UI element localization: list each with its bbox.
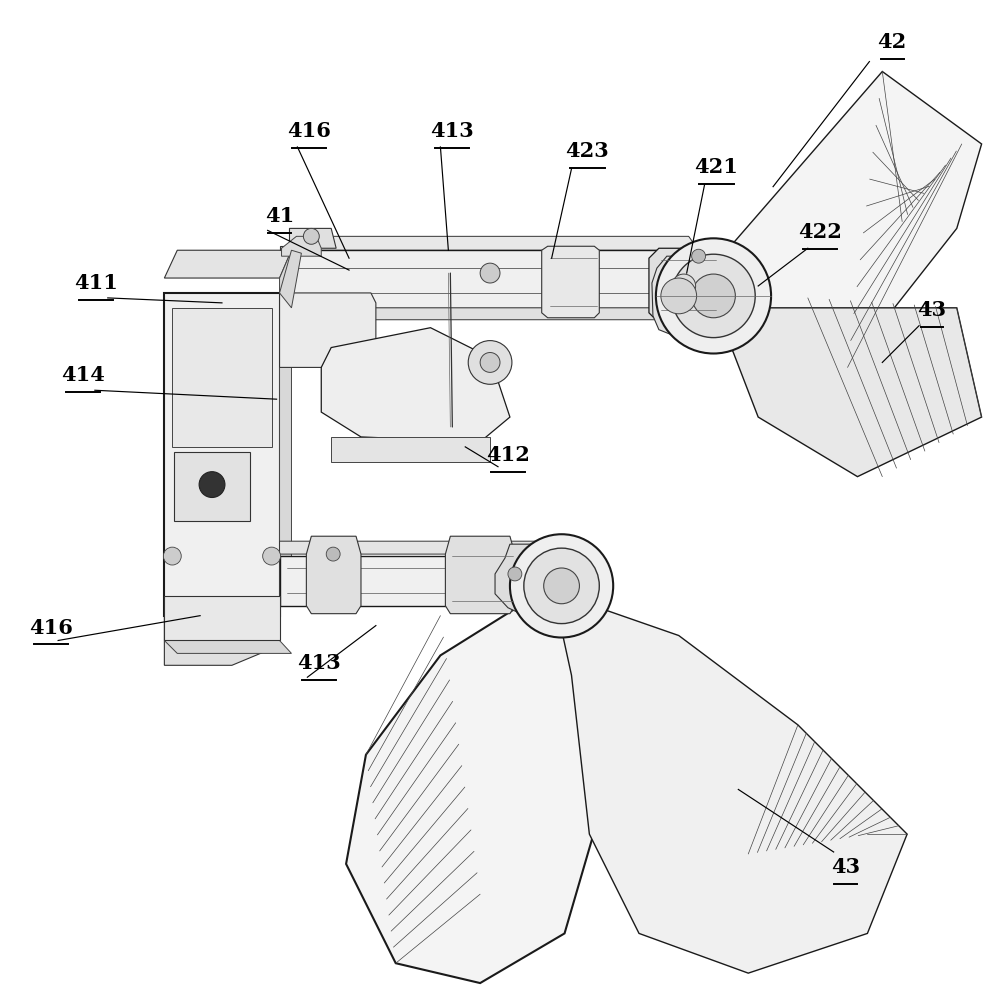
Circle shape — [163, 547, 181, 565]
Polygon shape — [164, 640, 291, 653]
Circle shape — [656, 238, 771, 354]
Polygon shape — [280, 556, 560, 606]
Polygon shape — [164, 293, 280, 616]
Polygon shape — [699, 71, 982, 367]
Circle shape — [672, 254, 755, 338]
Polygon shape — [280, 541, 568, 554]
Polygon shape — [445, 536, 515, 614]
Polygon shape — [306, 536, 361, 614]
Circle shape — [199, 472, 225, 497]
Text: 416: 416 — [29, 618, 73, 638]
Polygon shape — [649, 248, 718, 323]
Polygon shape — [280, 308, 699, 320]
Polygon shape — [174, 452, 250, 521]
Circle shape — [510, 534, 613, 638]
Text: 411: 411 — [74, 273, 118, 293]
Polygon shape — [282, 236, 321, 256]
Circle shape — [692, 274, 735, 318]
Polygon shape — [172, 308, 272, 447]
Circle shape — [468, 341, 512, 384]
Polygon shape — [164, 250, 291, 278]
Polygon shape — [280, 250, 291, 596]
Circle shape — [661, 278, 697, 314]
Circle shape — [326, 547, 340, 561]
Polygon shape — [280, 250, 301, 308]
Text: 416: 416 — [287, 121, 331, 141]
Polygon shape — [280, 250, 689, 308]
Circle shape — [263, 547, 281, 565]
Polygon shape — [652, 256, 705, 338]
Circle shape — [508, 567, 522, 581]
Polygon shape — [321, 328, 510, 442]
Circle shape — [692, 249, 706, 263]
Text: 421: 421 — [695, 157, 738, 177]
Polygon shape — [331, 437, 490, 462]
Text: 422: 422 — [798, 222, 842, 242]
Text: 42: 42 — [878, 32, 907, 52]
Circle shape — [544, 568, 579, 604]
Polygon shape — [164, 596, 280, 640]
Circle shape — [303, 228, 319, 244]
Circle shape — [524, 548, 599, 624]
Text: 412: 412 — [486, 445, 530, 465]
Polygon shape — [280, 246, 319, 250]
Polygon shape — [291, 236, 699, 250]
Text: 413: 413 — [297, 653, 341, 673]
Polygon shape — [713, 308, 982, 477]
Text: 41: 41 — [265, 207, 294, 226]
Text: 423: 423 — [566, 141, 609, 161]
Text: 43: 43 — [831, 857, 860, 877]
Polygon shape — [280, 293, 376, 367]
Polygon shape — [560, 596, 907, 973]
Text: 43: 43 — [917, 300, 947, 320]
Polygon shape — [542, 246, 599, 318]
Polygon shape — [164, 616, 280, 665]
Circle shape — [480, 263, 500, 283]
Circle shape — [672, 274, 696, 298]
Circle shape — [480, 353, 500, 372]
Polygon shape — [495, 544, 570, 616]
Text: 413: 413 — [430, 121, 474, 141]
Text: 414: 414 — [61, 365, 105, 385]
Polygon shape — [346, 581, 599, 983]
Polygon shape — [289, 228, 336, 248]
